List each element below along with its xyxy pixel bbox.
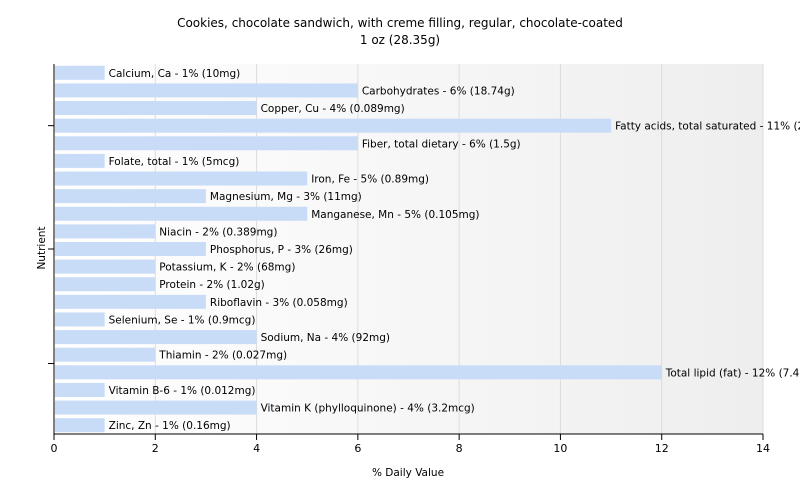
x-tick-labels: 0 2 4 6 8 10 12 14 xyxy=(51,442,771,455)
bar-label: Carbohydrates - 6% (18.74g) xyxy=(362,85,515,97)
bar xyxy=(55,347,156,362)
bar xyxy=(55,400,257,415)
x-axis-title: % Daily Value xyxy=(372,467,444,479)
bar-label: Total lipid (fat) - 12% (7.48g) xyxy=(665,367,800,379)
bars-group xyxy=(55,65,662,433)
bar-label: Copper, Cu - 4% (0.089mg) xyxy=(261,103,405,115)
bar-labels-group: Calcium, Ca - 1% (10mg) Carbohydrates - 6… xyxy=(109,68,800,432)
bar-label: Sodium, Na - 4% (92mg) xyxy=(261,332,390,344)
bar xyxy=(55,259,156,274)
bar xyxy=(55,418,105,433)
bar xyxy=(55,242,206,256)
bar-label: Potassium, K - 2% (68mg) xyxy=(159,262,295,274)
bar-label: Riboflavin - 3% (0.058mg) xyxy=(210,297,348,309)
bar-label: Selenium, Se - 1% (0.9mcg) xyxy=(109,314,256,326)
bar xyxy=(55,83,358,98)
axes-group xyxy=(48,64,764,440)
bar-label: Fiber, total dietary - 6% (1.5g) xyxy=(362,138,521,150)
bar xyxy=(55,206,308,221)
bar xyxy=(55,136,358,151)
bar-label: Manganese, Mn - 5% (0.105mg) xyxy=(311,209,479,221)
bar-label: Magnesium, Mg - 3% (11mg) xyxy=(210,191,362,203)
bar xyxy=(55,277,156,292)
bar xyxy=(55,171,308,186)
bar xyxy=(55,189,206,204)
x-tick-label: 8 xyxy=(456,442,463,455)
bar xyxy=(55,101,257,116)
bar-label: Vitamin K (phylloquinone) - 4% (3.2mcg) xyxy=(261,403,475,415)
x-tick-label: 12 xyxy=(655,442,669,455)
bar-label: Zinc, Zn - 1% (0.16mg) xyxy=(109,420,231,432)
bar xyxy=(55,294,206,309)
bar xyxy=(55,118,612,133)
bar xyxy=(55,365,662,380)
x-tick-label: 0 xyxy=(51,442,58,455)
bar-label: Protein - 2% (1.02g) xyxy=(159,279,265,291)
bar-label: Folate, total - 1% (5mcg) xyxy=(109,156,240,168)
bar-label: Niacin - 2% (0.389mg) xyxy=(159,226,277,238)
bar xyxy=(55,312,105,327)
bar xyxy=(55,65,105,80)
bar xyxy=(55,382,105,397)
chart-subtitle: 1 oz (28.35g) xyxy=(360,33,440,47)
x-tick-label: 4 xyxy=(253,442,260,455)
bar-label: Thiamin - 2% (0.027mg) xyxy=(158,350,287,362)
bar xyxy=(55,153,105,168)
bar-label: Vitamin B-6 - 1% (0.012mg) xyxy=(109,385,256,397)
chart-title: Cookies, chocolate sandwich, with creme … xyxy=(177,16,623,30)
bar-label: Fatty acids, total saturated - 11% (2.10… xyxy=(615,121,800,133)
bar-label: Iron, Fe - 5% (0.89mg) xyxy=(311,174,429,186)
bar xyxy=(55,330,257,345)
bar-label: Phosphorus, P - 3% (26mg) xyxy=(210,244,353,256)
x-tick-label: 6 xyxy=(354,442,361,455)
x-tick-label: 10 xyxy=(553,442,567,455)
bar-label: Calcium, Ca - 1% (10mg) xyxy=(109,68,241,80)
bar xyxy=(55,224,156,239)
x-tick-label: 2 xyxy=(152,442,159,455)
y-axis-title: Nutrient xyxy=(36,226,48,269)
x-tick-label: 14 xyxy=(756,442,770,455)
